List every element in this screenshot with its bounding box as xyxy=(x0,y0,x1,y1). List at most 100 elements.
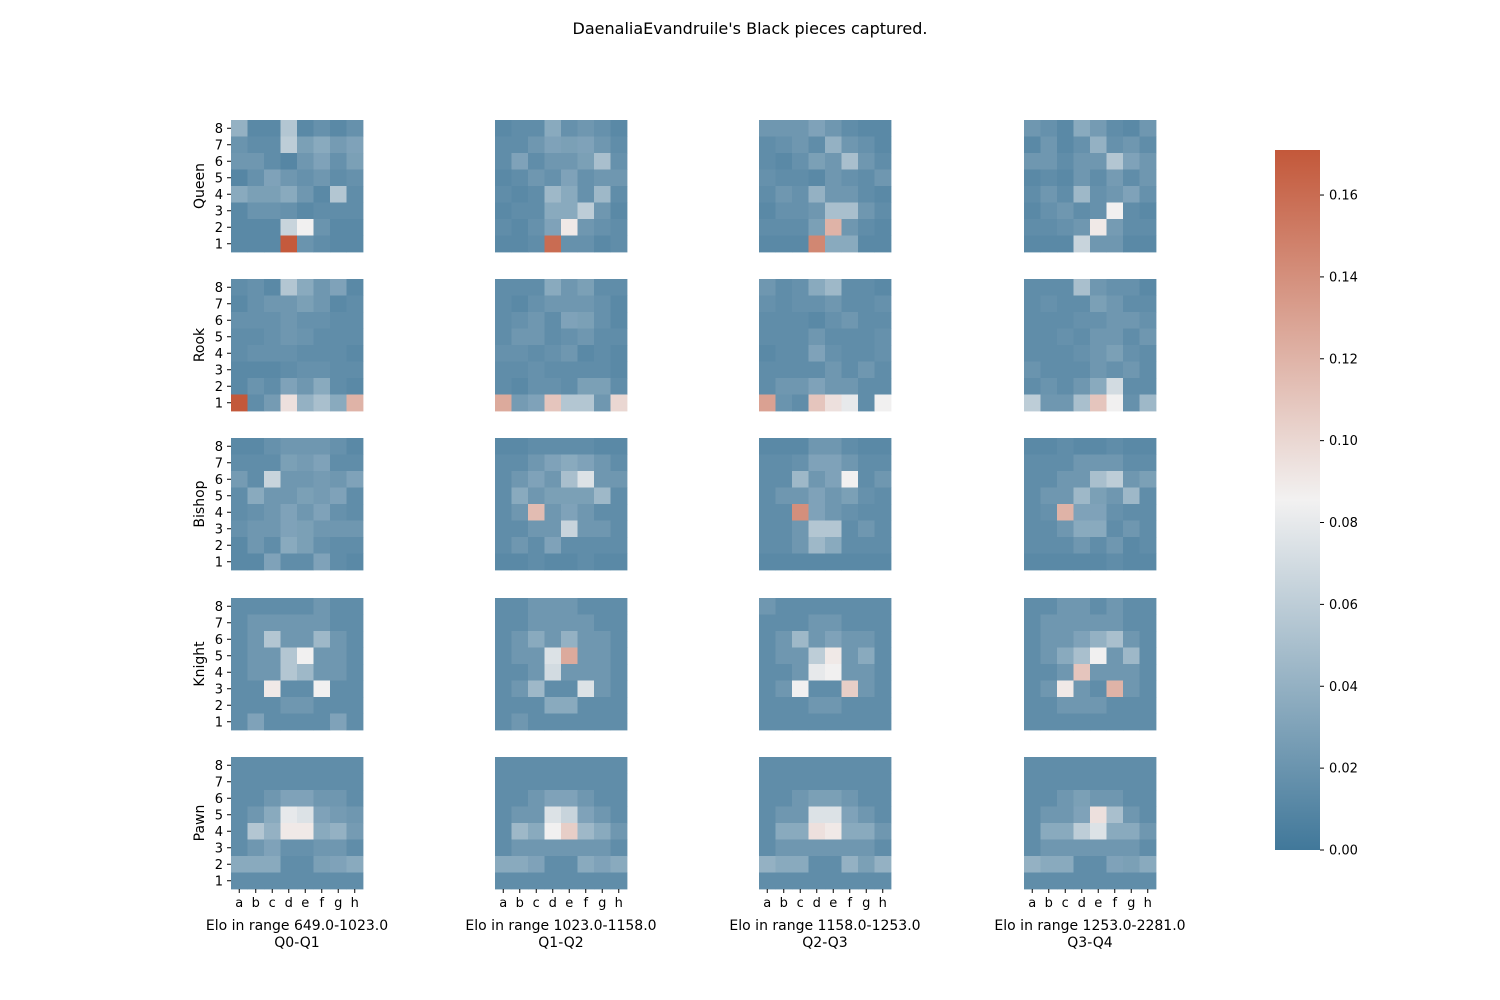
heatmap-cell xyxy=(1057,361,1074,379)
heatmap-cell xyxy=(808,136,826,154)
heatmap-cell xyxy=(858,790,875,807)
heatmap-cell xyxy=(841,614,859,632)
heatmap-cell xyxy=(841,312,859,329)
heatmap-cell xyxy=(495,454,512,472)
heatmap-cell xyxy=(561,219,578,236)
heatmap-cell xyxy=(1090,680,1107,698)
heatmap-cell xyxy=(330,504,347,521)
heatmap-cell xyxy=(495,872,512,890)
heatmap-cell xyxy=(330,631,347,648)
heatmap-cell xyxy=(280,697,298,714)
heatmap-cell xyxy=(594,504,611,521)
heatmap-cell xyxy=(594,202,611,220)
heatmap-cell xyxy=(825,790,842,807)
heatmap-cell xyxy=(280,790,298,807)
rank-tick-label: 1 xyxy=(215,237,223,252)
heatmap-cell xyxy=(792,202,809,220)
heatmap-cell xyxy=(231,394,248,412)
heatmap-cell xyxy=(297,136,314,154)
heatmap-cell xyxy=(1139,219,1157,236)
heatmap-cell xyxy=(1123,631,1140,648)
heatmap-cell xyxy=(594,520,611,538)
heatmap-cell xyxy=(858,153,875,170)
heatmap-cell xyxy=(231,664,248,681)
heatmap-cell xyxy=(594,823,611,840)
heatmap-cell xyxy=(511,235,529,253)
heatmap-cell xyxy=(346,504,364,521)
heatmap-cell xyxy=(1106,153,1124,170)
heatmap-cell xyxy=(297,856,314,873)
heatmap-cell xyxy=(874,713,892,731)
rank-tick-label: 1 xyxy=(215,555,223,570)
heatmap-cell xyxy=(1123,345,1140,362)
heatmap-cell xyxy=(775,361,793,379)
heatmap-cell xyxy=(330,839,347,857)
heatmap-cell xyxy=(528,295,545,313)
heatmap-cell xyxy=(841,790,859,807)
heatmap-cell xyxy=(1024,537,1041,554)
heatmap-cell xyxy=(775,537,793,554)
heatmap-cell xyxy=(297,697,314,714)
heatmap-cell xyxy=(825,697,842,714)
heatmap-cell xyxy=(297,537,314,554)
heatmap-cell xyxy=(825,806,842,824)
rank-tick-label: 2 xyxy=(215,221,223,236)
file-tick-label: g xyxy=(334,896,342,911)
heatmap-cell xyxy=(313,790,331,807)
heatmap-cell xyxy=(759,598,776,615)
heatmap-cell xyxy=(1057,614,1074,632)
heatmap-cell xyxy=(561,487,578,505)
heatmap-cell xyxy=(313,520,331,538)
heatmap-cell xyxy=(858,345,875,362)
heatmap-cell xyxy=(594,328,611,346)
heatmap-cell xyxy=(544,631,562,648)
heatmap-cell xyxy=(346,120,364,137)
file-tick-label: f xyxy=(1112,896,1117,911)
heatmap-cell xyxy=(1106,790,1124,807)
heatmap-cell xyxy=(528,757,545,774)
column-sublabel: Q1-Q2 xyxy=(538,935,583,951)
heatmap-cell xyxy=(528,664,545,681)
heatmap-cell xyxy=(264,697,281,714)
heatmap-cell xyxy=(511,345,529,362)
heatmap-cell xyxy=(841,697,859,714)
heatmap-cell xyxy=(231,153,248,170)
heatmap-cell xyxy=(1024,169,1041,187)
file-tick-label: f xyxy=(319,896,324,911)
heatmap-cell xyxy=(1024,631,1041,648)
heatmap-cell xyxy=(544,713,562,731)
heatmap-cell xyxy=(1073,378,1091,395)
heatmap-cell xyxy=(1123,120,1140,137)
heatmap-cell xyxy=(561,697,578,714)
heatmap-cell xyxy=(759,186,776,203)
heatmap-cell xyxy=(1057,697,1074,714)
heatmap-cell xyxy=(1024,757,1041,774)
heatmap-cell xyxy=(759,438,776,455)
file-tick-label: b xyxy=(516,896,524,911)
heatmap-cell xyxy=(495,757,512,774)
heatmap-cell xyxy=(495,219,512,236)
heatmap-cell xyxy=(561,537,578,554)
heatmap-cell xyxy=(495,120,512,137)
heatmap-cell xyxy=(280,713,298,731)
heatmap-cell xyxy=(775,598,793,615)
heatmap-cell xyxy=(841,598,859,615)
heatmap-cell xyxy=(858,438,875,455)
heatmap-cell xyxy=(1040,312,1058,329)
rank-tick-label: 7 xyxy=(215,456,223,471)
heatmap-cell xyxy=(1073,394,1091,412)
heatmap-cell xyxy=(1139,361,1157,379)
heatmap-cell xyxy=(231,169,248,187)
heatmap-cell xyxy=(841,553,859,571)
heatmap-cell xyxy=(1123,598,1140,615)
heatmap-cell xyxy=(1106,823,1124,840)
heatmap-cell xyxy=(313,680,331,698)
heatmap-cell xyxy=(858,806,875,824)
heatmap-cell xyxy=(544,345,562,362)
heatmap-cell xyxy=(610,361,628,379)
heatmap-cell xyxy=(297,153,314,170)
heatmap-cell xyxy=(594,713,611,731)
heatmap-cell xyxy=(231,345,248,362)
heatmap-cell xyxy=(1057,120,1074,137)
heatmap-cell xyxy=(858,471,875,488)
